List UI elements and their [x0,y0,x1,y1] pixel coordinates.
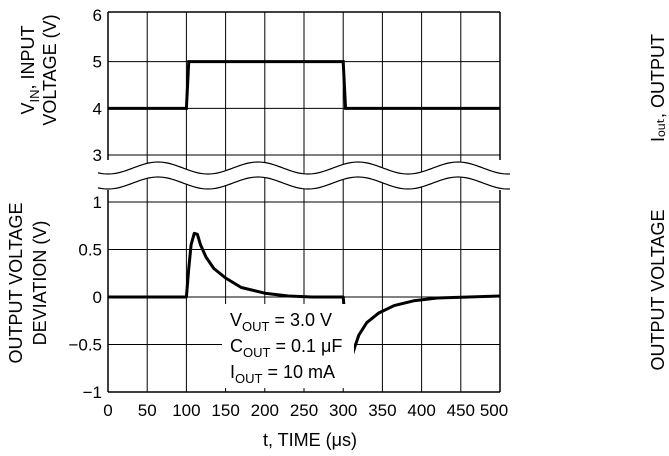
x-tick-label: 450 [447,401,475,420]
svg-text:DEVIATION (V): DEVIATION (V) [30,221,50,346]
y-tick-label-bottom: −1 [83,383,102,402]
right-label-bottom: OUTPUT VOLTAGE [648,209,668,370]
x-tick-label: 350 [368,401,396,420]
x-tick-label: 50 [138,401,157,420]
x-tick-label: 0 [103,401,112,420]
annotation-vout: VOUT = 3.0 V [230,310,332,334]
y-tick-label-top: 6 [93,6,102,25]
axis-break-band [98,162,510,189]
svg-text:OUTPUT VOLTAGE: OUTPUT VOLTAGE [648,209,668,370]
y-axis-label-bottom: OUTPUT VOLTAGE DEVIATION (V) [6,202,50,363]
svg-text:VIN, INPUT: VIN, INPUT [18,25,42,114]
y-tick-label-top: 5 [93,53,102,72]
y-tick-label-bottom: 1 [93,193,102,212]
svg-text:Iₒᵤₜ, OUTPUT: Iₒᵤₜ, OUTPUT [648,34,668,142]
y-ticks-top: 3 4 5 6 [93,6,102,165]
series-layer [108,60,501,356]
y-tick-label-top: 3 [93,146,102,165]
annotation-cout: COUT = 0.1 μF [230,336,342,360]
annotation-iout: IOUT = 10 mA [230,362,335,386]
annotation-box: VOUT = 3.0 V COUT = 0.1 μF IOUT = 10 mA [222,304,354,388]
y-tick-label-bottom: −0.5 [68,336,102,355]
y-ticks-bottom: 1 0.5 0 −0.5 −1 [68,193,102,402]
right-label-top: Iₒᵤₜ, OUTPUT [648,34,668,142]
y-tick-label-bottom: 0 [93,288,102,307]
x-tick-label: 150 [211,401,239,420]
svg-text:OUTPUT VOLTAGE: OUTPUT VOLTAGE [6,202,26,363]
axis-break-line [97,176,511,190]
x-tick-label: 100 [172,401,200,420]
y-tick-label-top: 4 [93,99,102,118]
x-axis-label: t, TIME (μs) [263,430,357,450]
axis-break-line [97,161,511,175]
x-tick-label: 300 [329,401,357,420]
svg-text:VOLTAGE (V): VOLTAGE (V) [40,14,60,125]
x-ticks: 0 50 100 150 200 250 300 350 400 450 500 [103,401,508,420]
x-tick-label: 400 [407,401,435,420]
plot-frame [107,11,501,393]
y-axis-label-top: VIN, INPUT VOLTAGE (V) [18,14,60,125]
series-output-deviation [108,231,501,356]
axis-break-wave [97,161,511,190]
x-tick-label: 250 [290,401,318,420]
x-tick-label: 500 [480,401,508,420]
x-tick-label: 200 [251,401,279,420]
y-tick-label-bottom: 0.5 [78,241,102,260]
series-input-voltage [108,60,500,110]
